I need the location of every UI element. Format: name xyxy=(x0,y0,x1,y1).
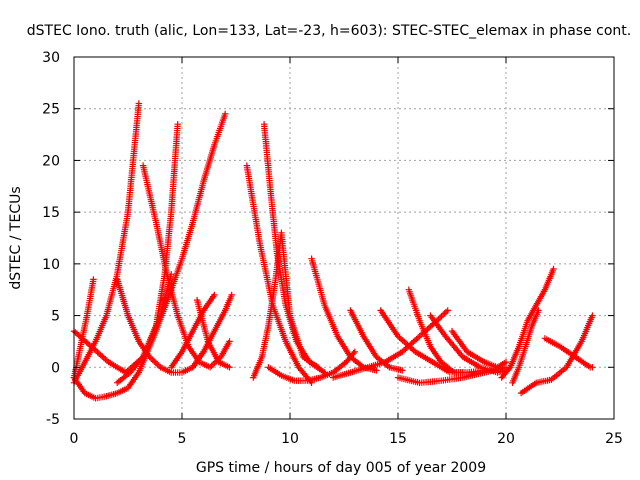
series-markers xyxy=(448,327,510,371)
y-tick-label: 5 xyxy=(51,309,60,325)
y-tick-label: 15 xyxy=(42,205,60,221)
y-tick-label: -5 xyxy=(46,412,60,428)
data-series xyxy=(498,265,557,381)
series-layer xyxy=(70,100,596,402)
data-series xyxy=(427,312,510,376)
series-markers xyxy=(168,291,218,371)
data-series xyxy=(265,348,358,384)
series-markers xyxy=(541,335,596,371)
chart-title: dSTEC Iono. truth (alic, Lon=133, Lat=-2… xyxy=(27,23,631,39)
series-markers xyxy=(308,255,380,374)
series-markers xyxy=(189,291,235,371)
series-markers xyxy=(394,364,510,386)
x-tick-label: 15 xyxy=(389,431,407,447)
series-markers xyxy=(517,312,596,397)
y-tick-label: 30 xyxy=(42,50,60,66)
data-series xyxy=(509,307,542,386)
data-series xyxy=(308,255,380,374)
data-series xyxy=(260,121,328,376)
data-series xyxy=(139,162,233,371)
data-series xyxy=(405,286,488,376)
y-tick-label: 20 xyxy=(42,153,60,169)
series-markers xyxy=(509,307,542,386)
series-markers xyxy=(260,121,328,376)
series-markers xyxy=(347,307,406,374)
series-markers xyxy=(498,265,557,381)
series-markers xyxy=(139,162,233,371)
x-tick-label: 5 xyxy=(178,431,187,447)
data-series xyxy=(517,312,596,397)
x-tick-label: 20 xyxy=(497,431,515,447)
y-axis-label: dSTEC / TECUs xyxy=(8,186,24,289)
series-markers xyxy=(427,312,510,376)
data-series xyxy=(347,307,406,374)
ticks xyxy=(73,56,615,420)
data-series xyxy=(541,335,596,371)
data-series xyxy=(394,364,510,386)
series-markers xyxy=(265,348,358,384)
plot-frame xyxy=(73,56,615,420)
tick-labels: 0 5 10 15 20 25 -5 0 5 10 15 20 25 30 xyxy=(42,50,623,447)
x-tick-label: 0 xyxy=(70,431,79,447)
x-axis-label: GPS time / hours of day 005 of year 2009 xyxy=(196,460,486,476)
data-series xyxy=(189,291,235,371)
y-tick-label: 0 xyxy=(51,360,60,376)
data-series xyxy=(168,291,218,371)
series-markers xyxy=(405,286,488,376)
y-tick-label: 25 xyxy=(42,102,60,118)
y-tick-label: 10 xyxy=(42,257,60,273)
data-series xyxy=(448,327,510,371)
x-tick-label: 25 xyxy=(605,431,623,447)
x-tick-label: 10 xyxy=(281,431,299,447)
